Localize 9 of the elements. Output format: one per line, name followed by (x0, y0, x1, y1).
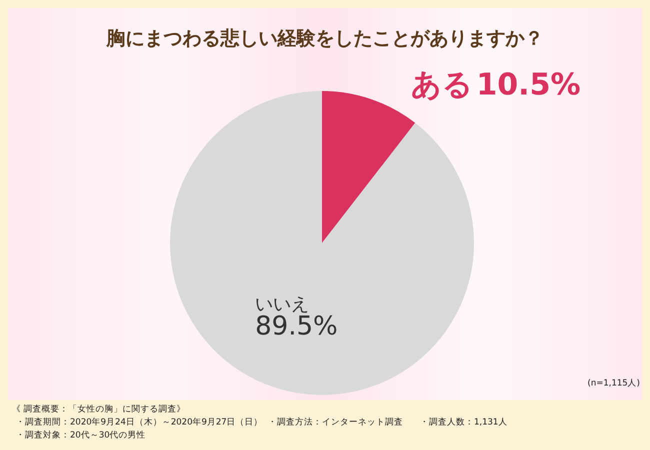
chart-title: 胸にまつわる悲しい経験をしたことがありますか？ (106, 28, 544, 50)
slice-label: ある (411, 68, 474, 103)
text: ・調査人数：1,131人 (420, 416, 508, 428)
text: ・調査方法：インターネット調査 (268, 416, 403, 428)
text: ・調査対象：20代～30代の男性 (16, 430, 146, 440)
text: (n=1,115人) (588, 378, 640, 388)
text: ・調査期間：2020年9月24日（木）～2020年9月27日（日） (16, 416, 263, 428)
text: 《 調査概要：「女性の胸」に関する調査》 (12, 404, 186, 414)
data-label: 10.5% (476, 68, 581, 103)
